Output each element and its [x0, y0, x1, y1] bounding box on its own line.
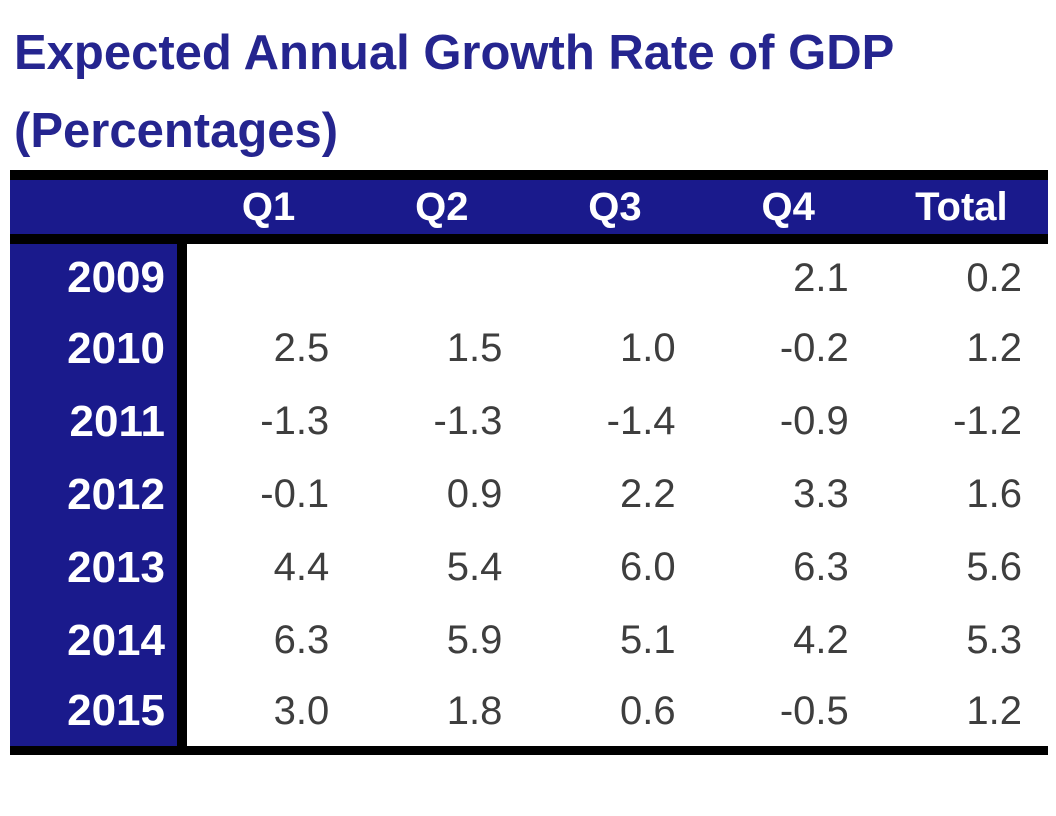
- year-cell-2013: 2013: [10, 531, 187, 604]
- corner-cell: [10, 175, 182, 244]
- page-title-line2: (Percentages): [14, 104, 339, 158]
- value-cell-2013-q4: 6.3: [701, 531, 875, 604]
- value-cell-2009-total: 0.2: [874, 239, 1048, 312]
- value-cell-2010-q1: 2.5: [182, 312, 356, 385]
- value-cell-2013-q3: 6.0: [528, 531, 702, 604]
- table-body: 2009 2.1 0.2 2010 2.5 1.5 1.0 -0.2 1.2 2011 -1.3 -1…: [10, 239, 1048, 750]
- value-cell-2015-q3: 0.6: [528, 677, 702, 750]
- value-cell-2012-q2: 0.9: [355, 458, 529, 531]
- page-title-line1: Expected Annual Growth Rate of GDP: [14, 26, 895, 80]
- value-cell-2015-q2: 1.8: [355, 677, 529, 750]
- value-cell-2014-q1: 6.3: [182, 604, 356, 677]
- value-cell-2011-q4: -0.9: [701, 385, 875, 458]
- year-cell-2009: 2009: [10, 239, 187, 312]
- value-cell-2013-q1: 4.4: [182, 531, 356, 604]
- value-cell-2011-q1: -1.3: [182, 385, 356, 458]
- year-cell-2012: 2012: [10, 458, 187, 531]
- column-header-total: Total: [874, 175, 1048, 244]
- value-cell-2009-q3: [528, 239, 702, 312]
- column-header-q1: Q1: [182, 175, 356, 244]
- value-cell-2013-total: 5.6: [874, 531, 1048, 604]
- value-cell-2011-total: -1.2: [874, 385, 1048, 458]
- table-row-2010: 2010 2.5 1.5 1.0 -0.2 1.2: [10, 312, 1048, 385]
- value-cell-2014-q4: 4.2: [701, 604, 875, 677]
- value-cell-2015-q1: 3.0: [182, 677, 356, 750]
- value-cell-2012-total: 1.6: [874, 458, 1048, 531]
- value-cell-2012-q1: -0.1: [182, 458, 356, 531]
- value-cell-2012-q3: 2.2: [528, 458, 702, 531]
- page-title: Expected Annual Growth Rate of GDP (Perc…: [14, 14, 894, 170]
- value-cell-2015-total: 1.2: [874, 677, 1048, 750]
- table-row-2013: 2013 4.4 5.4 6.0 6.3 5.6: [10, 531, 1048, 604]
- value-cell-2009-q1: [182, 239, 356, 312]
- table-row-2015: 2015 3.0 1.8 0.6 -0.5 1.2: [10, 677, 1048, 750]
- column-header-q3: Q3: [528, 175, 702, 244]
- table-row-2009: 2009 2.1 0.2: [10, 239, 1048, 312]
- value-cell-2010-q4: -0.2: [701, 312, 875, 385]
- year-cell-2015: 2015: [10, 677, 187, 750]
- value-cell-2014-q2: 5.9: [355, 604, 529, 677]
- value-cell-2010-total: 1.2: [874, 312, 1048, 385]
- value-cell-2010-q2: 1.5: [355, 312, 529, 385]
- value-cell-2010-q3: 1.0: [528, 312, 702, 385]
- year-cell-2010: 2010: [10, 312, 187, 385]
- table-row-2014: 2014 6.3 5.9 5.1 4.2 5.3: [10, 604, 1048, 677]
- value-cell-2013-q2: 5.4: [355, 531, 529, 604]
- year-cell-2011: 2011: [10, 385, 187, 458]
- value-cell-2014-total: 5.3: [874, 604, 1048, 677]
- value-cell-2012-q4: 3.3: [701, 458, 875, 531]
- table-row-2011: 2011 -1.3 -1.3 -1.4 -0.9 -1.2: [10, 385, 1048, 458]
- table-header-row: Q1 Q2 Q3 Q4 Total: [10, 175, 1048, 244]
- column-header-q2: Q2: [355, 175, 529, 244]
- value-cell-2009-q2: [355, 239, 529, 312]
- year-cell-2014: 2014: [10, 604, 187, 677]
- table-row-2012: 2012 -0.1 0.9 2.2 3.3 1.6: [10, 458, 1048, 531]
- value-cell-2009-q4: 2.1: [701, 239, 875, 312]
- column-header-q4: Q4: [701, 175, 875, 244]
- value-cell-2011-q2: -1.3: [355, 385, 529, 458]
- value-cell-2014-q3: 5.1: [528, 604, 702, 677]
- gdp-growth-table: Q1 Q2 Q3 Q4 Total 2009 2.1 0.2 2010 2.5 1.5 1.0 -0.…: [10, 170, 1048, 755]
- value-cell-2011-q3: -1.4: [528, 385, 702, 458]
- value-cell-2015-q4: -0.5: [701, 677, 875, 750]
